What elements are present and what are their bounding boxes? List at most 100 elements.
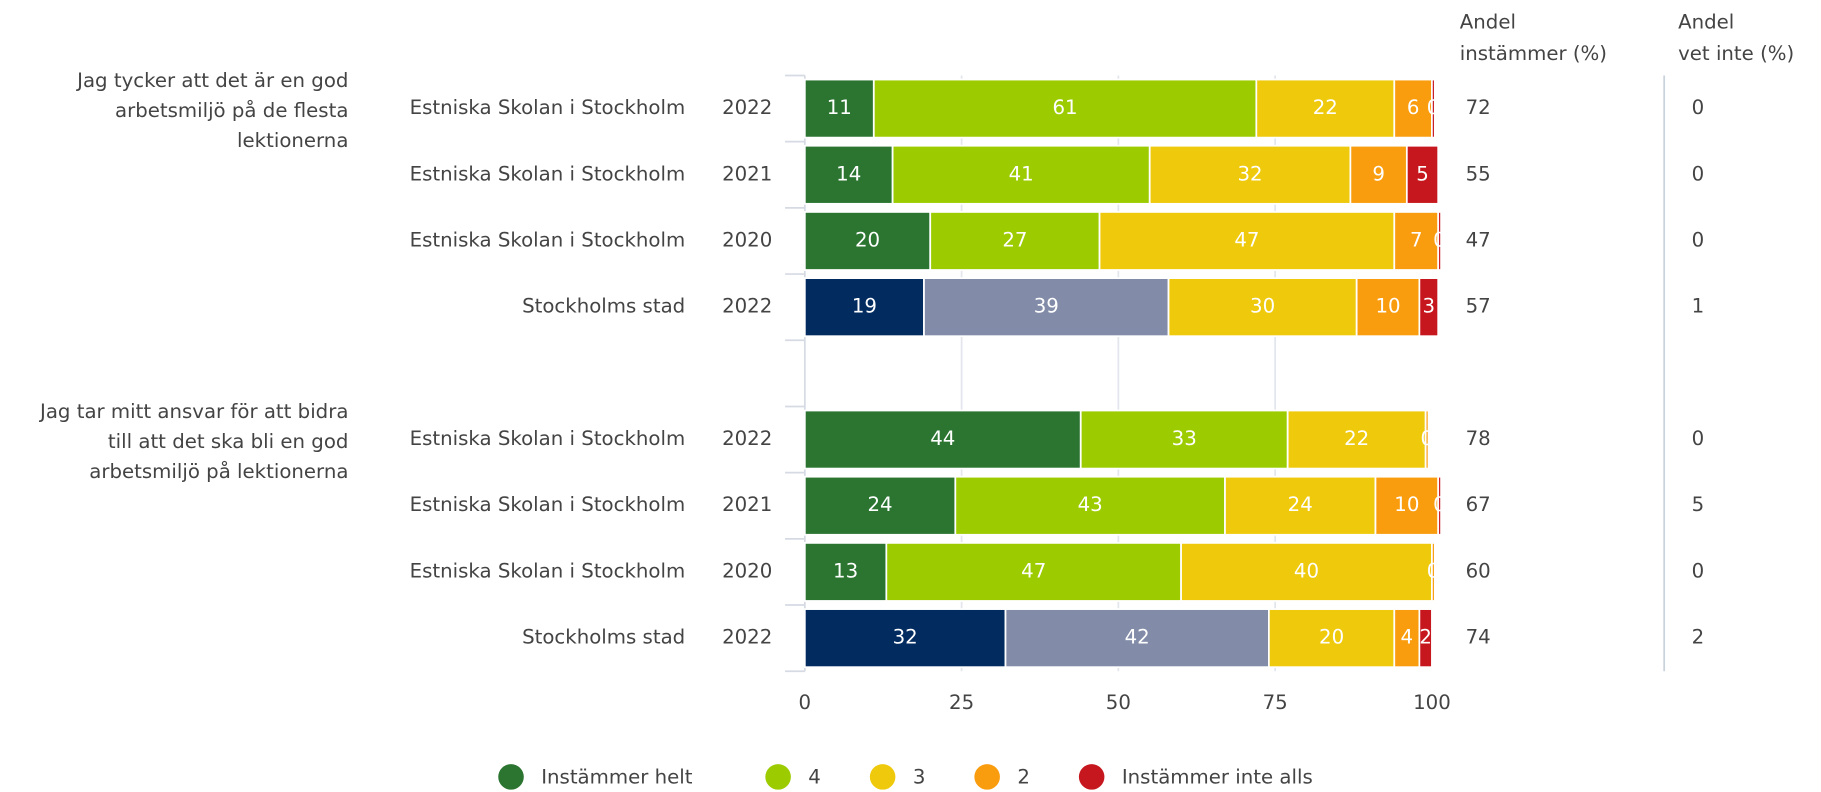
bar-segment (891, 144, 1151, 205)
legend-label: Instämmer helt (541, 766, 693, 789)
x-tick-label: 0 (799, 691, 812, 714)
bar-segment (803, 475, 957, 536)
bar-segment (803, 211, 932, 271)
bar-value-label: 24 (868, 493, 893, 516)
bar-segment (1374, 475, 1440, 536)
bar-value-label: 0 (1433, 228, 1446, 251)
bar-segment (929, 211, 1101, 271)
bar-value-label: 20 (855, 228, 880, 251)
bar-value-label: 10 (1375, 295, 1400, 318)
bar-value-label: 2 (1419, 626, 1432, 649)
bar-value-label: 43 (1078, 493, 1103, 516)
bar-segment (1098, 211, 1396, 271)
bar-segment (1255, 78, 1396, 139)
column-value: 74 (1466, 626, 1491, 649)
bar-value-label: 3 (1423, 295, 1436, 318)
year-label: 2021 (722, 493, 772, 516)
bar-segment (954, 475, 1226, 536)
year-label: 2021 (722, 162, 772, 185)
column-title: Andel (1460, 11, 1516, 34)
x-tick-label: 100 (1413, 691, 1451, 714)
legend-swatch (974, 764, 1000, 790)
bar-segment (1286, 409, 1427, 470)
column-title: instämmer (%) (1460, 42, 1607, 65)
bar-value-label: 39 (1034, 295, 1059, 318)
question-label: Jag tycker att det är en god (75, 69, 348, 92)
year-label: 2020 (722, 559, 772, 582)
column-value: 78 (1466, 427, 1491, 450)
bar-segment (1431, 542, 1436, 602)
bar-segment (1393, 211, 1440, 271)
bar-value-label: 5 (1416, 162, 1429, 185)
x-tick-label: 75 (1263, 691, 1288, 714)
bar-segment (1355, 277, 1421, 338)
legend-swatch (869, 764, 896, 790)
column-value: 5 (1692, 493, 1705, 516)
question-label: till att det ska bli en god (108, 430, 349, 453)
x-tick-label: 25 (949, 691, 974, 714)
bar-segment (803, 409, 1082, 470)
bar-value-label: 32 (1237, 162, 1262, 185)
column-value: 0 (1692, 427, 1705, 450)
bar-segment (803, 277, 925, 338)
column-value: 2 (1692, 626, 1705, 649)
bar-value-label: 11 (827, 96, 852, 119)
bar-value-label: 7 (1410, 228, 1423, 251)
bar-segment (1393, 78, 1433, 139)
row-label: Estniska Skolan i Stockholm (410, 493, 686, 516)
bar-value-label: 0 (1421, 427, 1434, 450)
bar-value-label: 30 (1250, 295, 1275, 318)
bar-segment (1424, 409, 1430, 470)
question-label: arbetsmiljö på lektionerna (89, 460, 348, 483)
bar-segment (1268, 608, 1396, 669)
column-value: 72 (1466, 96, 1491, 119)
bar-value-label: 9 (1372, 162, 1385, 185)
row-label: Stockholms stad (522, 295, 685, 318)
bar-value-label: 0 (1433, 493, 1446, 516)
bar-value-label: 27 (1002, 228, 1027, 251)
column-value: 67 (1466, 493, 1491, 516)
row-label: Estniska Skolan i Stockholm (410, 96, 686, 119)
bar-value-label: 13 (833, 559, 858, 582)
bar-segment (1405, 144, 1440, 205)
bar-value-label: 40 (1294, 559, 1319, 582)
bar-segment (923, 277, 1170, 338)
bar-value-label: 32 (893, 626, 918, 649)
column-value: 47 (1466, 228, 1491, 251)
bar-segment (803, 542, 888, 602)
column-title: vet inte (%) (1678, 42, 1794, 65)
column-value: 0 (1692, 559, 1705, 582)
row-label: Stockholms stad (522, 626, 685, 649)
legend-label: 4 (808, 766, 821, 789)
column-title: Andel (1678, 11, 1734, 34)
year-label: 2022 (722, 96, 772, 119)
bar-value-label: 0 (1427, 559, 1440, 582)
bar-value-label: 61 (1053, 96, 1078, 119)
column-value: 57 (1466, 295, 1491, 318)
legend-swatch (1078, 764, 1105, 790)
bar-value-label: 47 (1021, 559, 1046, 582)
bar-value-label: 42 (1125, 626, 1150, 649)
legend-label: 2 (1017, 766, 1030, 789)
column-value: 1 (1692, 295, 1705, 318)
bar-value-label: 44 (930, 427, 955, 450)
bar-segment (1418, 608, 1433, 669)
x-tick-label: 50 (1106, 691, 1131, 714)
row-label: Estniska Skolan i Stockholm (410, 162, 686, 185)
bar-segment (1418, 277, 1440, 338)
bar-segment (885, 542, 1182, 602)
bar-value-label: 6 (1407, 96, 1420, 119)
bar-value-label: 14 (836, 162, 861, 185)
question-label: arbetsmiljö på de flesta (115, 99, 348, 122)
row-label: Estniska Skolan i Stockholm (410, 228, 686, 251)
year-label: 2020 (722, 228, 772, 251)
question-label: Jag tar mitt ansvar för att bidra (38, 400, 348, 423)
bar-value-label: 22 (1313, 96, 1338, 119)
bar-value-label: 33 (1172, 427, 1197, 450)
legend-label: 3 (913, 766, 926, 789)
column-value: 55 (1466, 162, 1491, 185)
bar-segment (1224, 475, 1377, 536)
bar-value-label: 47 (1234, 228, 1259, 251)
bar-value-label: 19 (852, 295, 877, 318)
